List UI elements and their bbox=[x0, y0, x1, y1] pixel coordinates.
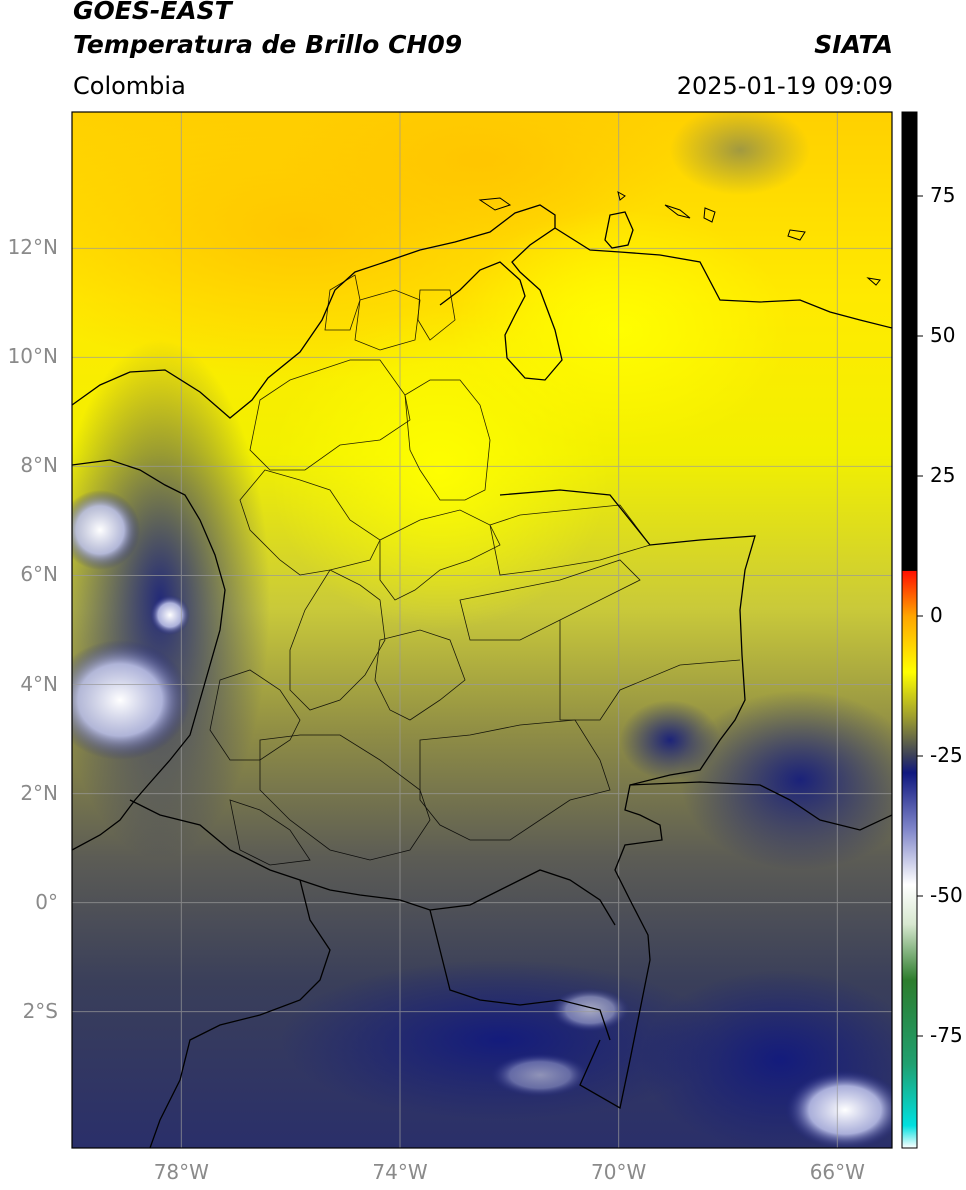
agency-label: SIATA bbox=[814, 30, 893, 59]
pacific-coast bbox=[72, 459, 226, 851]
satellite-title: GOES-EAST bbox=[73, 0, 232, 25]
lat-tick-label: 4°N bbox=[20, 671, 58, 696]
graticule bbox=[72, 112, 892, 1148]
colorbar-tick-label: 0 bbox=[930, 603, 943, 627]
venezuela-brazil-border bbox=[629, 781, 892, 831]
lat-tick-label: 6°N bbox=[20, 562, 58, 587]
venezuela-coast bbox=[554, 227, 892, 329]
colorbar bbox=[901, 111, 923, 1149]
lon-tick-label: 66°W bbox=[809, 1160, 865, 1184]
datetime-label: 2025-01-19 09:09 bbox=[676, 72, 893, 100]
lat-tick-label: 2°N bbox=[20, 780, 58, 805]
lat-tick-label: 8°N bbox=[20, 453, 58, 478]
caribbean-coast bbox=[72, 204, 563, 419]
product-title: Temperatura de Brillo CH09 bbox=[73, 30, 463, 59]
region-subtitle: Colombia bbox=[73, 72, 186, 100]
lat-tick-label: 2°S bbox=[22, 998, 58, 1023]
map-imagery bbox=[72, 112, 892, 1148]
ecuador-peru-border bbox=[149, 879, 331, 1148]
lat-tick-label: 12°N bbox=[7, 235, 58, 260]
map-frame bbox=[71, 111, 893, 1149]
coastline-and-borders bbox=[72, 204, 892, 1148]
colorbar-tick-label: 75 bbox=[930, 183, 956, 207]
colorbar-tick-label: 25 bbox=[930, 463, 956, 487]
department-borders bbox=[209, 274, 741, 866]
colorbar-tick-label: -50 bbox=[930, 883, 963, 907]
colorbar-tick-label: -75 bbox=[930, 1023, 963, 1047]
colorbar-tick-label: -25 bbox=[930, 743, 963, 767]
lon-tick-label: 78°W bbox=[153, 1160, 209, 1184]
colorbar-tick-label: 50 bbox=[930, 323, 956, 347]
lon-tick-label: 74°W bbox=[372, 1160, 428, 1184]
paraguana-peninsula bbox=[604, 211, 634, 249]
colombia-south-border bbox=[129, 799, 616, 926]
islands bbox=[478, 190, 881, 286]
lat-tick-label: 10°N bbox=[7, 344, 58, 369]
peru-brazil-border bbox=[429, 909, 611, 1041]
lon-tick-label: 70°W bbox=[591, 1160, 647, 1184]
colorbar-scale bbox=[901, 111, 918, 1149]
lat-tick-label: 0° bbox=[35, 889, 58, 914]
